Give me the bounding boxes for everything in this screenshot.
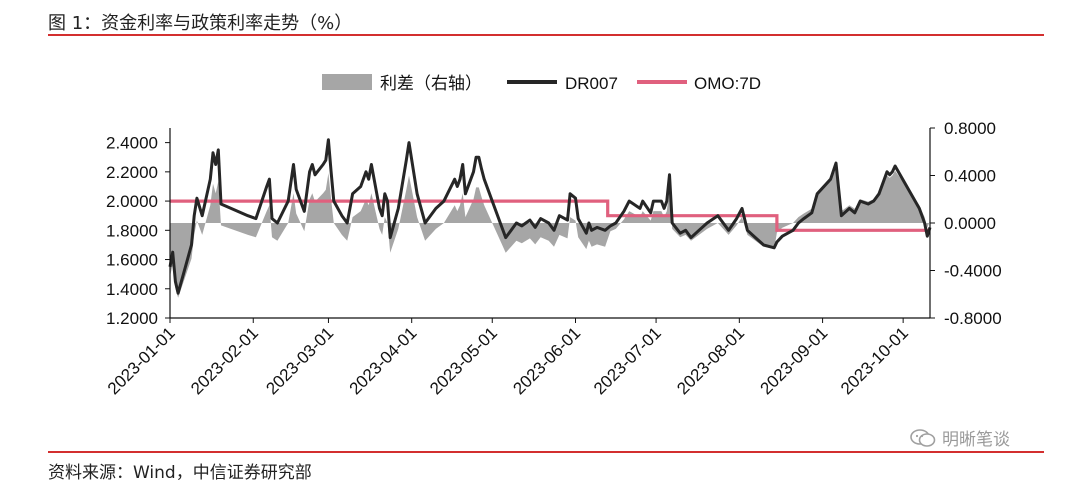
- legend-swatch-spread: [322, 74, 372, 90]
- line-layer: [168, 138, 932, 295]
- figure-title: 图 1：资金利率与政策利率走势（%）: [48, 13, 353, 34]
- left-tick-label: 1.6000: [106, 251, 158, 270]
- left-tick-label: 1.2000: [106, 309, 158, 328]
- legend-label-omo: OMO:7D: [694, 74, 761, 93]
- right-tick-label: 0.4000: [944, 167, 996, 186]
- dr007-line: [168, 138, 932, 295]
- chart-canvas: 利差（右轴） DR007 OMO:7D 1.2000 1.4000 1.6000 1.80…: [104, 74, 1002, 398]
- wechat-icon: [910, 428, 936, 447]
- right-tick-label: -0.4000: [944, 262, 1002, 281]
- chart-legend: 利差（右轴） DR007 OMO:7D: [322, 74, 761, 93]
- spread-area: [170, 168, 930, 298]
- x-tick-label: 2023-07-01: [590, 323, 665, 398]
- x-tick-label: 2023-03-01: [262, 323, 337, 398]
- source-note: 资料来源：Wind，中信证券研究部: [48, 463, 312, 483]
- x-tick-label: 2023-08-01: [673, 323, 748, 398]
- x-tick-label: 2023-05-01: [426, 323, 501, 398]
- source-rule: [48, 451, 1044, 453]
- left-tick-label: 1.4000: [106, 280, 158, 299]
- right-tick-label: 0.0000: [944, 214, 996, 233]
- omo-line: [170, 199, 930, 232]
- x-tick-label: 2023-04-01: [346, 323, 421, 398]
- x-tick-label: 2023-10-01: [837, 323, 912, 398]
- legend-label-dr007: DR007: [565, 74, 618, 93]
- spread-area-layer: [170, 168, 930, 298]
- watermark: 明晰笔谈: [910, 425, 1010, 450]
- left-tick-label: 2.4000: [106, 134, 158, 153]
- x-tick-label: 2023-02-01: [187, 323, 262, 398]
- left-tick-label: 2.0000: [106, 192, 158, 211]
- x-tick-label: 2023-09-01: [756, 323, 831, 398]
- right-tick-label: 0.8000: [944, 119, 996, 138]
- x-tick-label: 2023-06-01: [509, 323, 584, 398]
- axes-layer: 1.2000 1.4000 1.6000 1.8000 2.0000 2.2000 2.40…: [104, 119, 1002, 398]
- watermark-text: 明晰笔谈: [942, 430, 1010, 450]
- left-tick-label: 1.8000: [106, 221, 158, 240]
- x-tick-label: 2023-01-01: [104, 323, 179, 398]
- left-tick-label: 2.2000: [106, 163, 158, 182]
- legend-label-spread: 利差（右轴）: [380, 74, 482, 93]
- title-rule: [48, 34, 1044, 36]
- right-tick-label: -0.8000: [944, 309, 1002, 328]
